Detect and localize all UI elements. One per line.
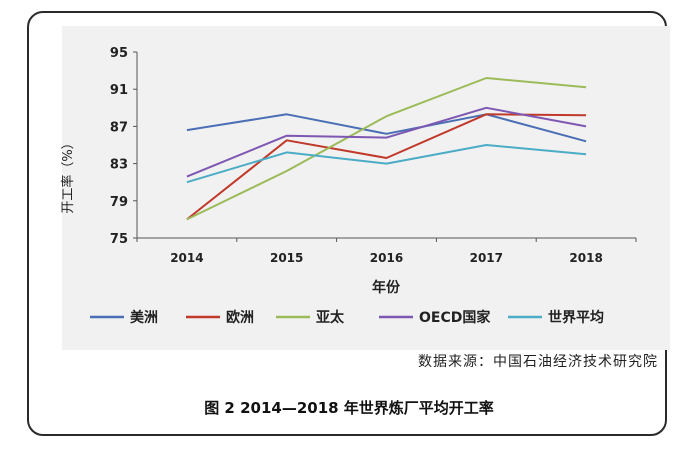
legend-label: 世界平均 <box>548 309 604 326</box>
x-axis-label: 年份 <box>372 279 401 296</box>
y-tick-labels: 75 79 83 87 91 95 <box>110 46 137 247</box>
legend: 美洲 欧洲 亚太 OECD国家 世界平均 <box>90 309 604 326</box>
chart-panel <box>62 26 670 350</box>
series-line <box>186 77 587 221</box>
y-tick-label: 79 <box>110 195 128 210</box>
y-tick-label: 87 <box>110 120 128 135</box>
series-lines <box>186 77 587 221</box>
x-tick-label: 2015 <box>270 251 303 265</box>
legend-label: OECD国家 <box>419 309 491 326</box>
figure-caption: 图 2 2014—2018 年世界炼厂平均开工率 <box>204 399 494 417</box>
y-tick-label: 91 <box>110 83 128 98</box>
legend-label: 亚太 <box>316 309 345 326</box>
y-tick-label: 75 <box>110 232 128 247</box>
legend-label: 美洲 <box>130 309 158 326</box>
legend-label: 欧洲 <box>226 309 254 326</box>
series-line <box>186 113 587 221</box>
x-tick-labels: 2014 2015 2016 2017 2018 <box>136 238 637 265</box>
x-tick-label: 2018 <box>569 251 602 265</box>
y-axis-label: 开工率（%） <box>60 136 76 213</box>
chart-axes <box>136 52 636 239</box>
x-tick-label: 2016 <box>370 251 403 265</box>
series-line <box>186 106 587 178</box>
series-line <box>186 144 587 184</box>
series-line <box>186 113 587 143</box>
y-tick-label: 95 <box>110 46 128 61</box>
source-note: 数据来源：中国石油经济技术研究院 <box>418 354 658 370</box>
x-tick-label: 2017 <box>470 251 503 265</box>
y-tick-label: 83 <box>110 158 128 173</box>
x-tick-label: 2014 <box>170 251 203 265</box>
